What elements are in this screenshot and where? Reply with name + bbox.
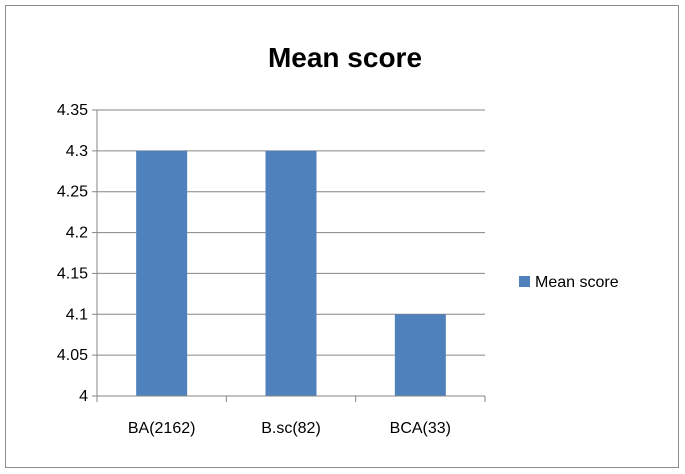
y-tick-label: 4.3 [66, 143, 88, 160]
y-tick-label: 4.05 [57, 347, 88, 364]
axes [96, 110, 485, 397]
y-tick-label: 4.25 [57, 184, 88, 201]
y-tick-label: 4.15 [57, 265, 88, 282]
bar [394, 314, 446, 396]
y-tick-label: 4.1 [66, 306, 88, 323]
legend: Mean score [519, 274, 619, 291]
chart-title: Mean score [268, 42, 422, 73]
bar [136, 150, 188, 396]
legend-swatch [519, 276, 530, 287]
x-tick-label: BA(2162) [128, 420, 196, 437]
x-axis-ticks: BA(2162) B.sc(82) BCA(33) [96, 396, 486, 437]
y-axis-ticks: 4 4.05 4.1 4.15 4.2 4.25 4.3 4.35 [57, 102, 97, 405]
x-tick-label: BCA(33) [390, 420, 451, 437]
y-tick-label: 4 [79, 388, 88, 405]
bar [265, 150, 317, 396]
chart-frame [5, 5, 679, 468]
x-tick-label: B.sc(82) [261, 420, 321, 437]
legend-label: Mean score [535, 274, 619, 291]
bars [136, 150, 446, 396]
y-tick-label: 4.35 [57, 102, 88, 119]
y-tick-label: 4.2 [66, 225, 88, 242]
